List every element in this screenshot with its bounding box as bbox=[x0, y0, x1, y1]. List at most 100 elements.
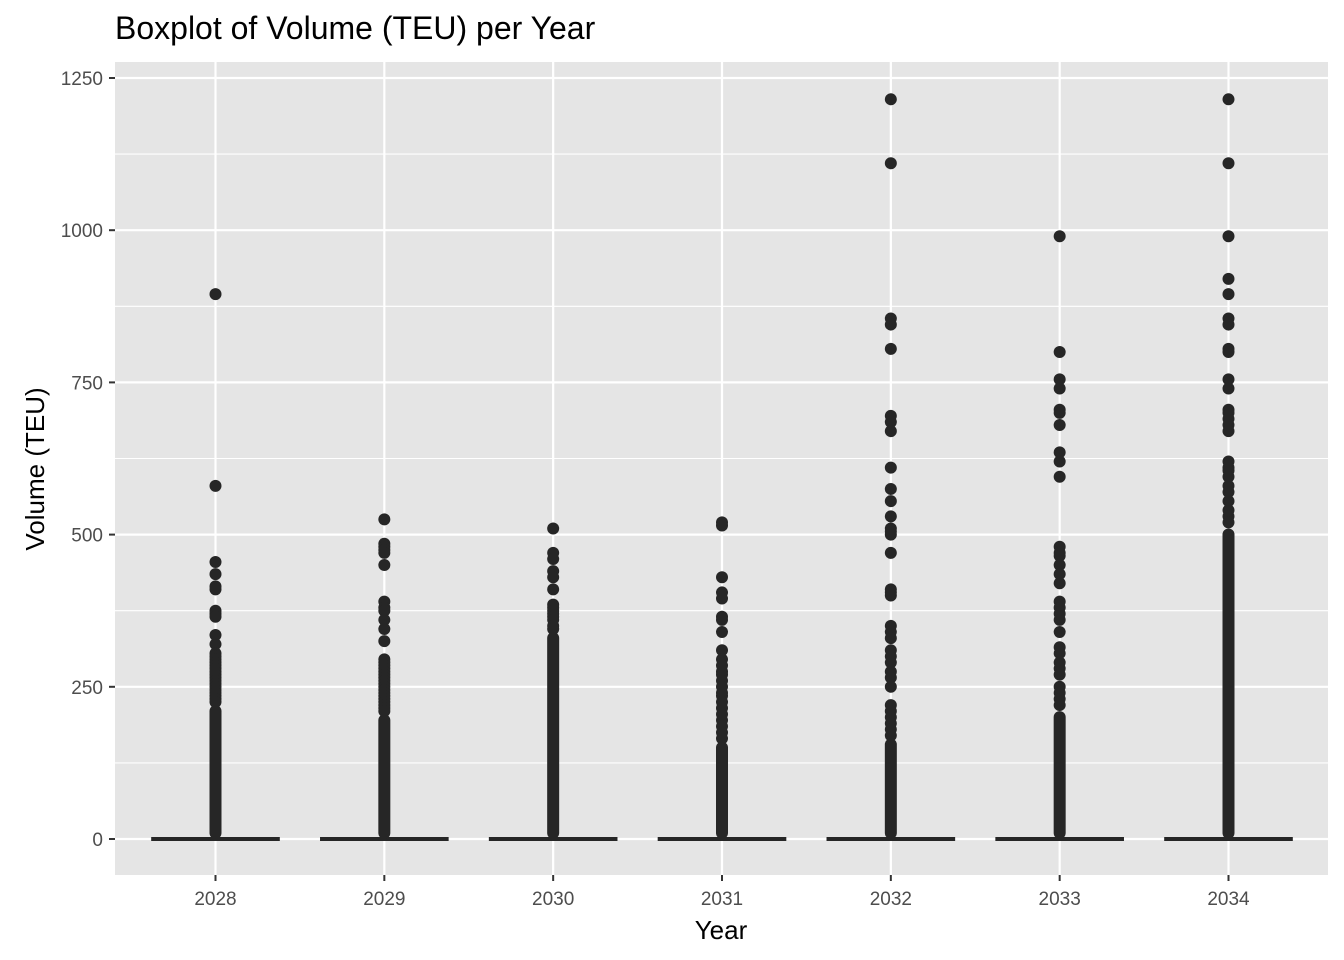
outlier-point bbox=[378, 635, 391, 648]
outlier-point bbox=[1053, 446, 1066, 459]
outlier-point bbox=[884, 671, 897, 684]
outlier-point bbox=[1053, 470, 1066, 483]
outlier-point bbox=[1222, 272, 1235, 285]
box-layer bbox=[151, 93, 1293, 841]
outlier-point bbox=[716, 613, 728, 626]
outlier-point bbox=[884, 729, 897, 742]
outlier-point bbox=[884, 589, 897, 602]
outlier-point bbox=[1222, 373, 1235, 386]
y-tick-label: 1000 bbox=[61, 221, 103, 242]
outlier-point bbox=[1053, 549, 1066, 562]
x-tick-label: 2028 bbox=[194, 889, 236, 910]
x-tick-label: 2033 bbox=[1039, 889, 1081, 910]
box-2031 bbox=[657, 516, 787, 841]
outlier-point bbox=[884, 342, 897, 355]
outlier-point bbox=[547, 622, 560, 635]
outlier-dense-band bbox=[1053, 711, 1066, 839]
outlier-point bbox=[547, 583, 560, 596]
outlier-dense-band bbox=[716, 741, 728, 839]
outlier-point bbox=[1222, 485, 1235, 498]
outlier-point bbox=[378, 559, 391, 572]
x-tick-label: 2031 bbox=[701, 889, 743, 910]
outlier-point bbox=[1053, 668, 1066, 681]
outlier-point bbox=[884, 495, 897, 508]
outlier-point bbox=[547, 571, 560, 584]
box-2029 bbox=[320, 513, 449, 841]
outlier-point bbox=[716, 592, 728, 605]
outlier-point bbox=[1222, 516, 1235, 529]
y-tick-label: 0 bbox=[92, 830, 103, 851]
outlier-point bbox=[716, 626, 728, 639]
outlier-point bbox=[547, 552, 560, 565]
outlier-point bbox=[209, 638, 222, 651]
outlier-point bbox=[1053, 559, 1066, 572]
x-tick-label: 2032 bbox=[870, 889, 912, 910]
outlier-point bbox=[884, 93, 897, 106]
outlier-point bbox=[716, 571, 728, 584]
outlier-point bbox=[1053, 406, 1066, 419]
outlier-point bbox=[378, 513, 391, 526]
outlier-point bbox=[1222, 288, 1235, 301]
outlier-point bbox=[209, 555, 222, 568]
chart-title: Boxplot of Volume (TEU) per Year bbox=[115, 10, 596, 46]
box-2033 bbox=[995, 230, 1124, 841]
outlier-point bbox=[716, 732, 728, 745]
outlier-point bbox=[884, 632, 897, 645]
outlier-point bbox=[884, 528, 897, 541]
outlier-point bbox=[1222, 470, 1235, 483]
y-tick-label: 1250 bbox=[61, 69, 103, 90]
outlier-point bbox=[884, 318, 897, 331]
outlier-point bbox=[1053, 647, 1066, 660]
outlier-point bbox=[884, 680, 897, 693]
outlier-dense-band bbox=[209, 705, 222, 839]
y-axis-title: Volume (TEU) bbox=[20, 387, 50, 550]
box-2032 bbox=[826, 93, 956, 841]
outlier-point bbox=[378, 705, 391, 718]
outlier-point bbox=[884, 510, 897, 523]
outlier-point bbox=[716, 644, 728, 657]
outlier-point bbox=[1053, 345, 1066, 358]
x-axis-title: Year bbox=[695, 915, 748, 945]
x-axis: 2028 2029 2030 2031 2032 2033 2034 bbox=[194, 875, 1250, 910]
outlier-point bbox=[209, 479, 222, 492]
outlier-point bbox=[1053, 626, 1066, 639]
outlier-point bbox=[209, 629, 222, 642]
outlier-point bbox=[884, 425, 897, 438]
outlier-point bbox=[378, 604, 391, 617]
y-axis: 0 250 500 750 1000 1250 bbox=[61, 69, 115, 851]
outlier-point bbox=[378, 622, 391, 635]
outlier-point bbox=[1053, 382, 1066, 395]
outlier-dense-band bbox=[884, 738, 897, 839]
outlier-point bbox=[884, 461, 897, 474]
box-2028 bbox=[151, 288, 280, 841]
outlier-point bbox=[716, 519, 728, 532]
outlier-point bbox=[378, 546, 391, 559]
outlier-point bbox=[1222, 345, 1235, 358]
y-tick-label: 500 bbox=[71, 526, 103, 547]
outlier-dense-band bbox=[547, 632, 560, 839]
outlier-point bbox=[884, 157, 897, 170]
outlier-point bbox=[209, 568, 222, 581]
y-tick-label: 750 bbox=[71, 373, 103, 394]
outlier-point bbox=[884, 482, 897, 495]
outlier-point bbox=[1222, 230, 1235, 243]
x-tick-label: 2029 bbox=[363, 889, 405, 910]
outlier-point bbox=[1053, 230, 1066, 243]
outlier-point bbox=[1222, 318, 1235, 331]
y-tick-label: 250 bbox=[71, 678, 103, 699]
outlier-point bbox=[209, 583, 222, 596]
outlier-point bbox=[884, 415, 897, 428]
outlier-point bbox=[209, 288, 222, 301]
outlier-point bbox=[1222, 157, 1235, 170]
outlier-point bbox=[1053, 568, 1066, 581]
outlier-point bbox=[1053, 613, 1066, 626]
outlier-dense-band bbox=[378, 714, 391, 839]
x-tick-label: 2030 bbox=[532, 889, 574, 910]
outlier-point bbox=[209, 610, 222, 623]
outlier-point bbox=[1053, 577, 1066, 590]
outlier-point bbox=[209, 696, 222, 709]
outlier-dense-band bbox=[1222, 528, 1235, 839]
outlier-point bbox=[1053, 699, 1066, 712]
outlier-point bbox=[1222, 382, 1235, 395]
